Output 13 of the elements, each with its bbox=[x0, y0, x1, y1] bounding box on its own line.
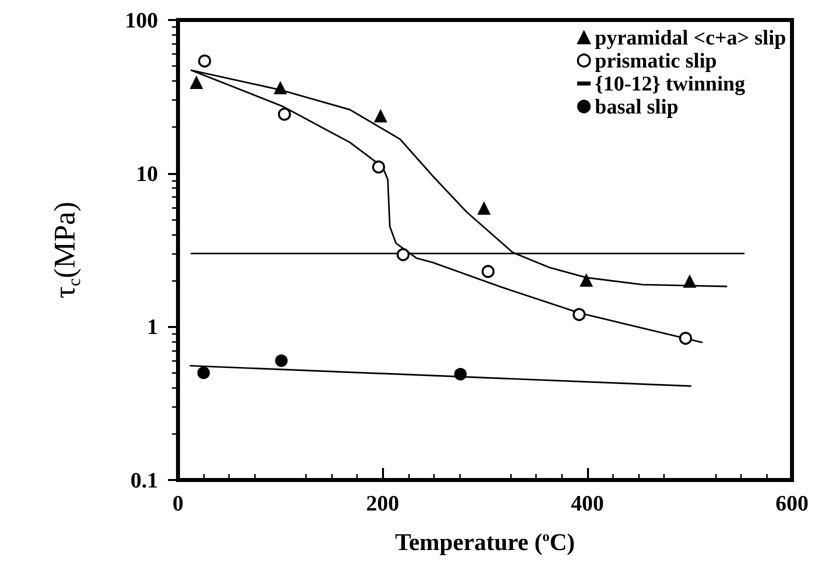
y-tick-label: 0.1 bbox=[130, 468, 158, 492]
y-tick-label: 1 bbox=[147, 314, 158, 340]
legend-label: basal slip bbox=[594, 94, 678, 118]
x-tick-label: 200 bbox=[366, 490, 400, 516]
x-tick-label: 600 bbox=[776, 490, 808, 516]
legend-label: pyramidal <c+a> slip bbox=[594, 26, 786, 50]
y-tick-label: 10 bbox=[136, 160, 158, 186]
x-tick-label: 400 bbox=[570, 490, 604, 516]
y-tick-label: 100 bbox=[125, 8, 158, 32]
legend-label: {10-12} twinning bbox=[594, 72, 746, 96]
y-axis-title: τc(MPa) bbox=[48, 202, 84, 298]
legend-label: prismatic slip bbox=[594, 48, 717, 72]
x-tick-label: 0 bbox=[172, 490, 184, 516]
